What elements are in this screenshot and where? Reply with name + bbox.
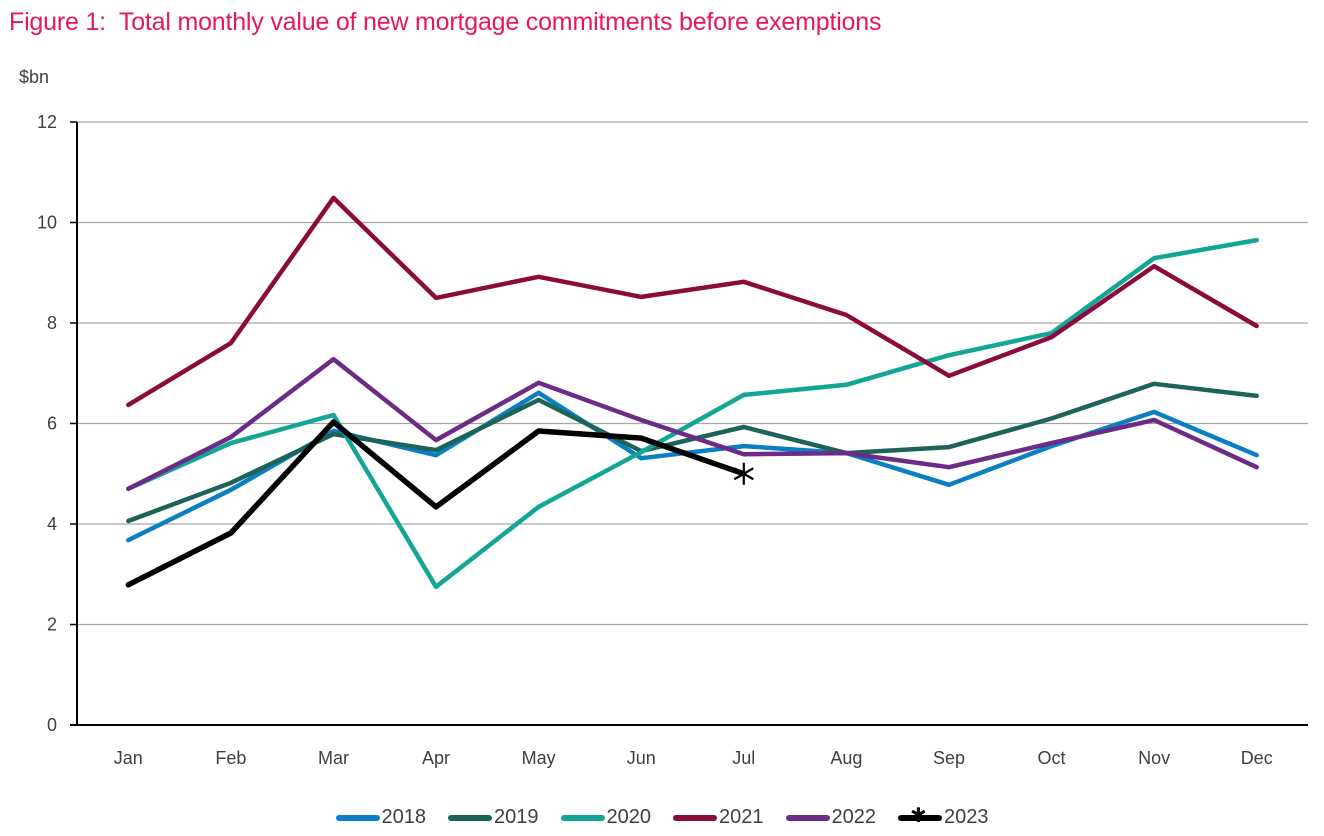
y-tick-label: 8: [47, 313, 57, 333]
x-tick-label: Feb: [215, 748, 246, 768]
legend-swatch: [785, 814, 830, 821]
y-tick-label: 10: [37, 213, 57, 233]
axes: [70, 122, 1308, 726]
legend-item-2020: 2020: [560, 806, 652, 829]
y-tick-label: 6: [47, 414, 57, 434]
legend-label: 2021: [719, 806, 764, 828]
legend-item-2018: 2018: [335, 806, 427, 829]
legend-label: 2018: [381, 806, 427, 828]
x-tick-label: Dec: [1241, 748, 1273, 768]
x-tick-label: Jan: [114, 748, 143, 768]
series-line-2020: [126, 237, 1259, 590]
y-tick-label: 4: [47, 514, 57, 534]
x-tick-label: Jun: [627, 748, 656, 768]
legend-label: 2020: [606, 806, 652, 828]
legend-swatch: [673, 814, 717, 821]
legend-item-2019: 2019: [448, 806, 539, 829]
legend: 2018 2019 2020 2021 2022 ✱ 2023: [0, 806, 1324, 829]
x-tick-label: Jul: [732, 748, 755, 768]
x-tick-label: May: [522, 748, 556, 768]
series-lines: [125, 195, 1259, 590]
series-end-marker-2023: [733, 462, 754, 485]
series-line-2018: [126, 390, 1259, 543]
x-axis-ticks: Jan Feb Mar Apr May Jun Jul Aug Sep Oct Nov Dec: [114, 748, 1273, 768]
gridlines: [77, 121, 1308, 626]
y-tick-label: 2: [47, 615, 57, 635]
legend-item-2021: 2021: [673, 806, 764, 829]
x-tick-label: Mar: [318, 748, 349, 768]
x-tick-label: Oct: [1038, 748, 1066, 768]
x-tick-label: Apr: [422, 748, 450, 768]
series-line-2021: [126, 195, 1259, 408]
y-axis-ticks: 0 2 4 6 8 10 12: [37, 112, 77, 735]
legend-item-2023: ✱ 2023: [898, 806, 989, 829]
chart-title: Figure 1: Total monthly value of new mor…: [9, 8, 882, 36]
legend-label: 2019: [494, 806, 539, 828]
y-axis-unit-label: $bn: [19, 67, 50, 87]
legend-swatch: [560, 814, 605, 821]
x-tick-label: Aug: [830, 748, 862, 768]
x-tick-label: Nov: [1138, 748, 1170, 768]
series-line-2023: [125, 419, 747, 588]
star-marker-icon: ✱: [910, 804, 927, 827]
legend-swatch: [448, 814, 492, 821]
y-tick-label: 0: [47, 715, 57, 735]
y-tick-label: 12: [37, 112, 57, 132]
line-chart: 0 2 4 6 8 10 12 Jan Feb Mar Apr May Jun Jul Aug Sep Oct…: [37, 112, 1308, 768]
legend-label: 2023: [944, 806, 989, 828]
series-line-2022: [126, 356, 1259, 492]
legend-item-2022: 2022: [785, 806, 877, 829]
x-tick-label: Sep: [933, 748, 965, 768]
legend-swatch: [335, 814, 380, 821]
legend-swatch: ✱: [898, 806, 942, 826]
legend-label: 2022: [831, 806, 877, 828]
